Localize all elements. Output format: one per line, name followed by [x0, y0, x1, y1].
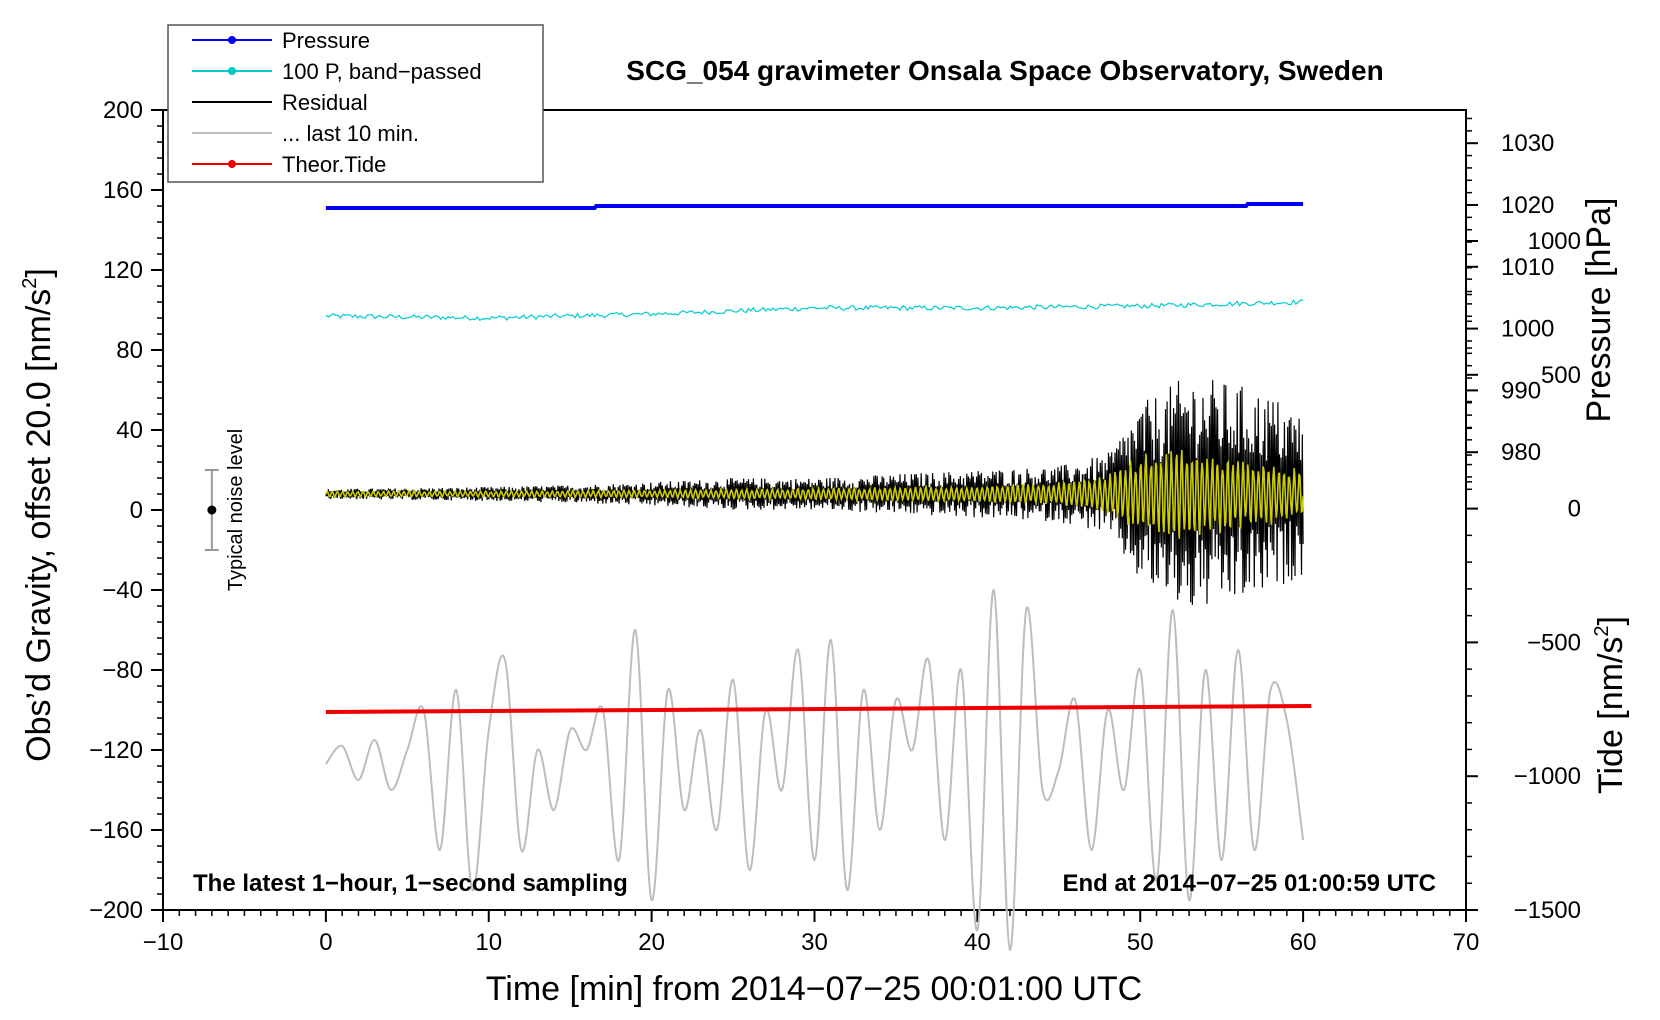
legend-marker: [228, 160, 236, 168]
tide-axis-title: Tide [nm/s2]: [1591, 616, 1630, 794]
x-tick-label: 10: [475, 929, 502, 956]
tide-tick-label: 0: [1568, 496, 1581, 523]
x-tick-label: 60: [1290, 929, 1317, 956]
tide-tick-label: 500: [1541, 362, 1581, 389]
y-tick-label: −40: [102, 577, 143, 604]
pressure-axis: 980 990 1000 1010 1020 1030: [1465, 110, 1554, 500]
tide-axis: −1500 −1000 −500 0 500 1000: [1466, 228, 1581, 924]
legend-label: Pressure: [282, 28, 370, 53]
legend-box: [167, 24, 544, 183]
series-residual: [325, 380, 1304, 605]
series-layer: [325, 202, 1312, 952]
x-tick-label: 70: [1453, 929, 1480, 956]
y-tick-label: 80: [116, 337, 143, 364]
x-tick-label: 20: [638, 929, 665, 956]
pressure-tick-label: 1020: [1501, 192, 1554, 219]
y-tick-label: 40: [116, 417, 143, 444]
annotation-latest-hour: The latest 1−hour, 1−second sampling: [193, 870, 628, 897]
legend-label: Residual: [282, 90, 368, 115]
x-axis-title: Time [min] from 2014−07−25 00:01:00 UTC: [486, 970, 1142, 1008]
pressure-tick-label: 1000: [1501, 316, 1554, 343]
tide-tick-label: −1000: [1514, 763, 1581, 790]
series-band-passed-pressure: [325, 299, 1304, 322]
y-tick-label: 160: [103, 177, 143, 204]
legend-label: Theor.Tide: [282, 152, 386, 177]
x-tick-label: −10: [143, 929, 184, 956]
y-axis-left: −200 −160 −120 −80 −40 0 40 80 120 160 200: [89, 97, 163, 924]
series-residual-filtered: [325, 449, 1304, 539]
y-tick-label: −160: [89, 817, 143, 844]
tide-tick-label: −500: [1527, 629, 1581, 656]
x-axis: −10 0 10 20 30 40 50 60 70: [143, 910, 1480, 956]
annotation-end-time: End at 2014−07−25 01:00:59 UTC: [1062, 870, 1436, 897]
y-axis-title: Obs’d Gravity, offset 20.0 [nm/s2]: [19, 268, 58, 762]
y-tick-label: 200: [103, 97, 143, 124]
y-tick-label: −200: [89, 897, 143, 924]
x-tick-label: 30: [801, 929, 828, 956]
x-tick-label: 40: [964, 929, 991, 956]
pressure-tick-label: 1030: [1501, 130, 1554, 157]
legend-marker: [228, 36, 236, 44]
y-tick-label: 0: [130, 497, 143, 524]
pressure-tick-label: 980: [1501, 439, 1541, 466]
chart-title: SCG_054 gravimeter Onsala Space Observat…: [626, 55, 1383, 86]
legend-label: ... last 10 min.: [282, 121, 419, 146]
legend: Pressure 100 P, band−passed Residual ... la…: [167, 24, 544, 183]
pressure-axis-title: Pressure [hPa]: [1580, 198, 1618, 423]
series-pressure: [325, 202, 1304, 210]
tide-tick-label: 1000: [1528, 228, 1581, 255]
x-tick-label: 50: [1127, 929, 1154, 956]
noise-indicator: Typical noise level: [204, 429, 247, 591]
pressure-tick-label: 990: [1501, 377, 1541, 404]
noise-center-dot: [207, 505, 217, 515]
x-tick-label: 0: [319, 929, 332, 956]
y-tick-label: −80: [102, 657, 143, 684]
y-tick-label: −120: [89, 737, 143, 764]
legend-marker: [228, 67, 236, 75]
tide-tick-label: −1500: [1514, 897, 1581, 924]
noise-label: Typical noise level: [225, 429, 247, 591]
pressure-tick-label: 1010: [1501, 254, 1554, 281]
y-tick-label: 120: [103, 257, 143, 284]
legend-label: 100 P, band−passed: [282, 59, 482, 84]
series-theoretical-tide: [325, 704, 1312, 714]
series-last-10-min: [325, 588, 1305, 952]
